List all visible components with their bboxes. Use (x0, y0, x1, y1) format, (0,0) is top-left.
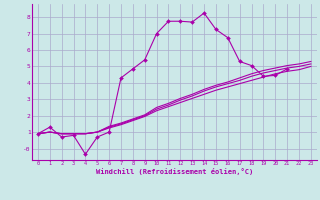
X-axis label: Windchill (Refroidissement éolien,°C): Windchill (Refroidissement éolien,°C) (96, 168, 253, 175)
